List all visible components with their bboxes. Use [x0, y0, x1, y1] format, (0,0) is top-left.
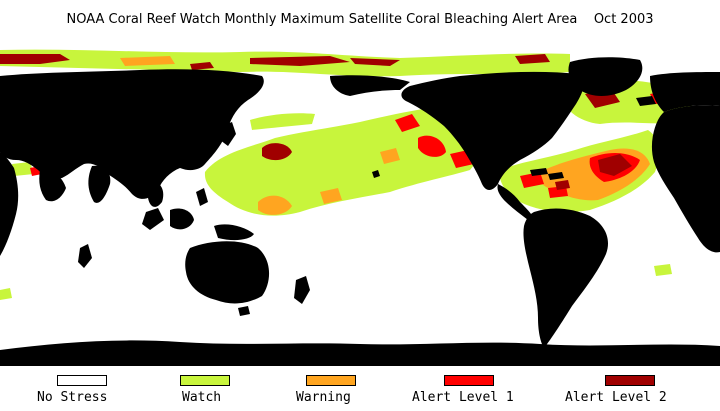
south-america-continent — [523, 208, 609, 348]
pacific-warning-patch — [320, 188, 342, 204]
caribbean-alert2-patch — [555, 180, 570, 190]
greenland-island — [568, 57, 643, 96]
caribbean-islands — [548, 172, 564, 180]
south-atlantic-watch — [654, 264, 672, 276]
australia-west-watch — [0, 288, 12, 300]
tasmania-island — [238, 306, 250, 316]
new-zealand-islands — [294, 276, 310, 304]
antarctica-continent — [0, 340, 720, 366]
madagascar-island — [78, 244, 92, 268]
pacific-warning-patch — [380, 148, 400, 164]
alert-areas — [0, 49, 694, 300]
legend-label: Alert Level 1 — [412, 390, 514, 405]
map-title: NOAA Coral Reef Watch Monthly Maximum Sa… — [0, 12, 720, 27]
borneo-island — [170, 208, 194, 230]
legend-swatch — [57, 375, 107, 386]
pacific-alert1-patch — [395, 114, 420, 132]
philippines-islands — [196, 188, 208, 206]
iceland-island — [636, 96, 656, 106]
uk-islands — [668, 82, 678, 96]
legend-label: Warning — [296, 390, 351, 405]
arctic-alert2-strip — [190, 62, 214, 70]
caribbean-alert1-patch — [520, 172, 544, 188]
title-text: NOAA Coral Reef Watch Monthly Maximum Sa… — [66, 12, 578, 27]
legend-label: Watch — [182, 390, 222, 405]
hawaii-islands — [372, 170, 380, 178]
date-text: Oct 2003 — [593, 12, 654, 27]
mediterranean-watch — [12, 162, 34, 176]
arctic-alert2-strip — [250, 56, 350, 66]
atlantic-alert2-patch — [598, 154, 632, 176]
cuba-island — [530, 168, 548, 176]
pacific-alert1-patch — [418, 135, 446, 157]
central-america-isthmus — [497, 184, 534, 220]
eurasia-landmass — [0, 69, 264, 199]
north-america-continent — [401, 71, 584, 190]
new-guinea-island — [214, 224, 254, 241]
arctic-warning-patch — [120, 56, 175, 66]
land-masses — [0, 57, 720, 366]
australia-continent — [185, 241, 270, 304]
pacific-alert2-patch — [262, 143, 292, 161]
japan-islands — [220, 122, 236, 146]
legend-swatch — [306, 375, 356, 386]
pacific-watch-region — [204, 106, 483, 216]
arabia-peninsula — [39, 169, 66, 202]
bleaching-map — [0, 42, 720, 366]
africa-east-edge — [0, 152, 19, 256]
arctic-alert2-strip — [0, 54, 70, 64]
alaska-peninsula — [330, 75, 410, 96]
arctic-alert2-strip — [350, 58, 400, 66]
pacific-warning-patch — [258, 195, 292, 215]
india-peninsula — [88, 165, 111, 203]
arctic-alert2-strip — [515, 54, 550, 64]
legend-label: Alert Level 2 — [565, 390, 667, 405]
southeast-asia — [148, 181, 164, 207]
legend-swatch — [444, 375, 494, 386]
legend-label: No Stress — [37, 390, 108, 405]
sumatra-island — [142, 208, 164, 230]
legend-swatch — [605, 375, 655, 386]
europe-west — [650, 72, 720, 112]
africa-continent — [651, 105, 720, 253]
legend-swatch — [180, 375, 230, 386]
pacific-watch-strip — [250, 113, 315, 130]
